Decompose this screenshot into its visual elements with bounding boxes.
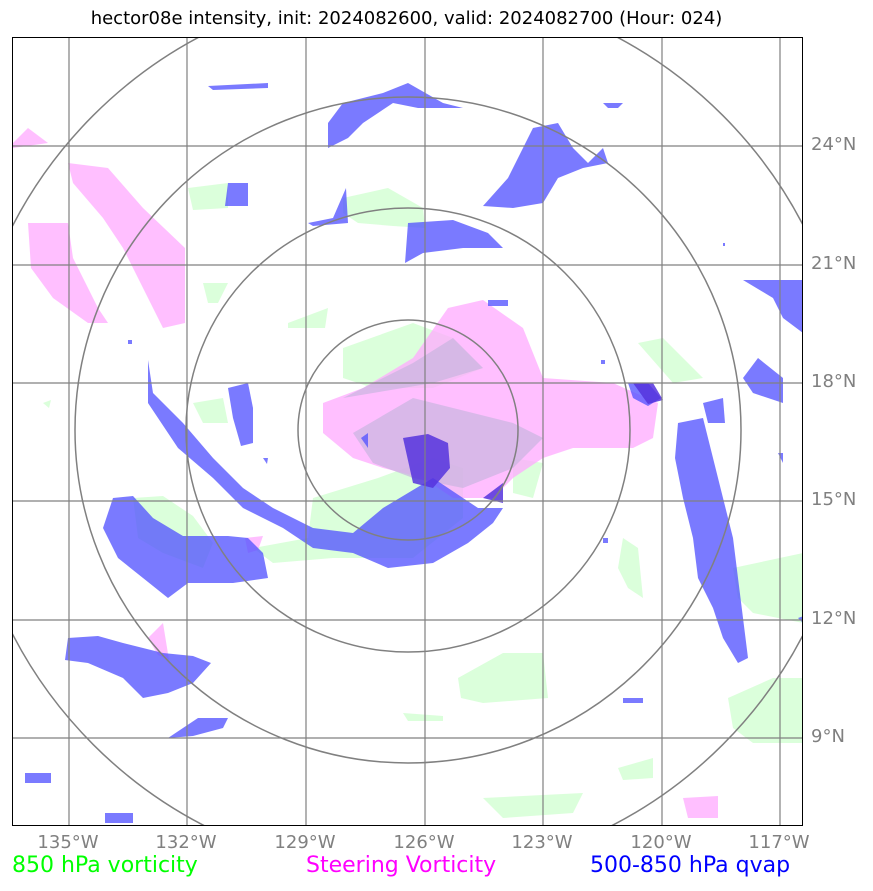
range-rings	[13, 38, 802, 825]
range-ring-3	[74, 96, 742, 764]
map-canvas	[13, 38, 802, 825]
lon-label: 126°W	[393, 832, 455, 853]
lat-label: 18°N	[811, 371, 857, 392]
legend-850-vorticity: 850 hPa vorticity	[12, 853, 198, 878]
lat-label: 24°N	[811, 134, 857, 155]
graticule	[13, 38, 802, 825]
steering-vorticity-fields	[13, 128, 718, 818]
map-panel	[12, 37, 803, 826]
lon-label: 123°W	[511, 832, 573, 853]
lon-label: 132°W	[155, 832, 217, 853]
strong-qvap-core	[403, 383, 663, 503]
legend-steering-vorticity: Steering Vorticity	[306, 853, 497, 878]
lon-label: 135°W	[37, 832, 99, 853]
range-ring-2	[185, 207, 631, 653]
lat-label: 15°N	[811, 489, 857, 510]
lon-label: 117°W	[748, 832, 810, 853]
qvap-fields	[25, 83, 802, 823]
lat-label: 21°N	[811, 253, 857, 274]
legend-qvap: 500-850 hPa qvap	[590, 853, 791, 878]
lat-label: 12°N	[811, 608, 857, 629]
range-ring-1	[297, 319, 519, 541]
plot-title: hector08e intensity, init: 2024082600, v…	[90, 8, 723, 29]
lat-label: 9°N	[811, 726, 845, 747]
lon-label: 129°W	[274, 832, 336, 853]
lon-label: 120°W	[630, 832, 692, 853]
